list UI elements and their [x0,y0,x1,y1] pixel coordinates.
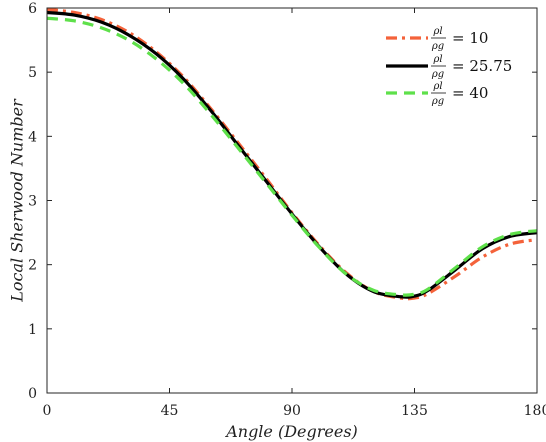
series-line-1 [47,8,537,301]
y-tick-label: 2 [28,258,37,274]
legend-value: = 40 [452,84,488,102]
legend-value: = 10 [452,29,488,47]
series-line-3 [47,16,537,297]
legend-denominator: ρg [431,69,444,80]
legend-value: = 25.75 [452,57,512,75]
series-line-2 [47,10,537,299]
y-tick-label: 4 [28,129,37,145]
y-tick-label: 0 [28,386,37,402]
legend-entry-3: ρl ρg = 40 [386,81,488,107]
y-axis-title: Local Sherwood Number [8,98,27,303]
legend-denominator: ρg [431,41,444,52]
legend-entry-1: ρl ρg = 10 [386,26,488,52]
x-tick-label: 45 [161,403,179,419]
legend-numerator: ρl [432,54,442,65]
x-tick-label: 90 [283,403,301,419]
y-tick-label: 5 [28,65,37,81]
plot-area [47,8,537,301]
x-tick-label: 180 [524,403,546,419]
x-axis-title: Angle (Degrees) [224,422,358,441]
y-tick-label: 1 [28,322,37,338]
y-tick-label: 3 [28,194,37,210]
legend-denominator: ρg [431,96,444,107]
x-tick-label: 135 [401,403,428,419]
legend-numerator: ρl [432,26,442,37]
y-tick-label: 6 [28,1,37,17]
legend-entry-2: ρl ρg = 25.75 [386,54,512,80]
x-tick-label: 0 [43,403,52,419]
legend-numerator: ρl [432,81,442,92]
